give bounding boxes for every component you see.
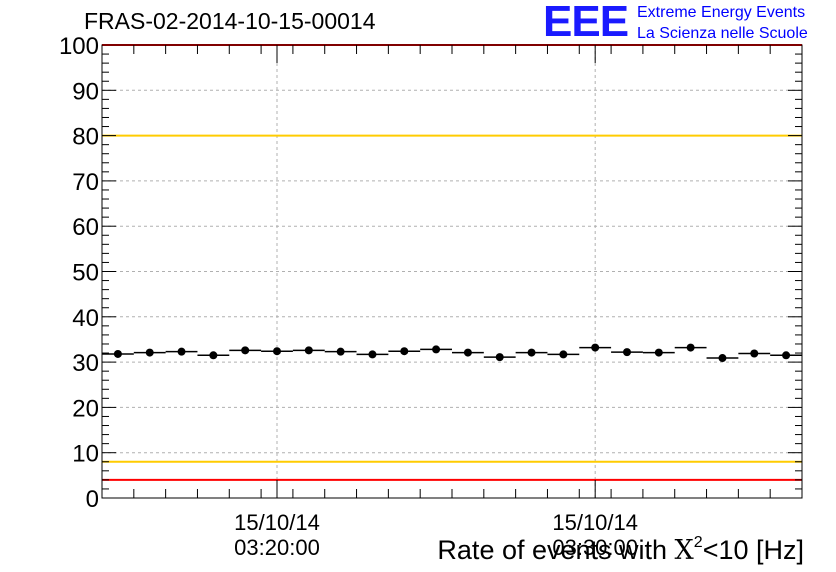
data-point [209, 351, 218, 360]
data-points [102, 343, 802, 363]
eee-logo-mark: EEE [543, 0, 629, 46]
data-point [463, 348, 472, 357]
x-tick-label-time: 03:30:00 [552, 535, 638, 560]
data-point [400, 347, 409, 356]
data-point [177, 347, 186, 356]
data-point [368, 350, 377, 359]
grid-lines [102, 45, 802, 498]
data-point [591, 343, 600, 352]
y-tick-label: 30 [72, 350, 99, 377]
y-tick-label: 40 [72, 305, 99, 332]
y-tick-label: 10 [72, 441, 99, 468]
reference-lines [102, 44, 802, 481]
y-tick-label: 0 [86, 486, 99, 513]
data-point [495, 353, 504, 362]
x-axis-label-suffix: <10 [Hz] [702, 535, 804, 565]
data-point [750, 349, 759, 358]
x-axis-label: Rate of events with X2<10 [Hz] [437, 534, 804, 566]
data-point [654, 348, 663, 357]
y-tick-label: 50 [72, 260, 99, 287]
data-point [623, 348, 631, 357]
data-point [145, 348, 154, 357]
chart-title: FRAS-02-2014-10-15-00014 [84, 8, 376, 34]
y-tick-label: 60 [72, 214, 99, 241]
y-tick-label: 70 [72, 169, 99, 196]
data-point [527, 348, 536, 357]
data-point [718, 354, 727, 363]
data-point [432, 345, 441, 354]
x-tick-label-time: 03:20:00 [234, 535, 320, 560]
data-point [782, 351, 791, 360]
data-point [336, 347, 345, 356]
x-axis-label-symbol: X [674, 535, 694, 566]
data-point [686, 343, 695, 352]
axis-ticks [101, 44, 803, 499]
data-point [273, 347, 281, 356]
logo-line-1: Extreme Energy Events [637, 4, 806, 21]
y-tick-label: 90 [72, 78, 99, 105]
data-point [304, 346, 313, 355]
x-axis-label-prefix: Rate of events with [437, 535, 675, 565]
y-tick-label: 20 [72, 395, 99, 422]
x-axis-label-exponent: 2 [693, 534, 703, 551]
data-point [113, 349, 122, 358]
x-tick-label-date: 15/10/14 [234, 510, 320, 535]
data-point [559, 350, 568, 359]
data-point [241, 346, 250, 355]
logo-line-2: La Scienza nelle Scuole [637, 25, 808, 42]
y-tick-labels: 0 10 20 30 40 50 60 70 80 90 100 [59, 33, 99, 513]
y-tick-label: 100 [59, 33, 99, 60]
y-tick-label: 80 [72, 124, 99, 151]
x-tick-label-date: 15/10/14 [552, 510, 638, 535]
